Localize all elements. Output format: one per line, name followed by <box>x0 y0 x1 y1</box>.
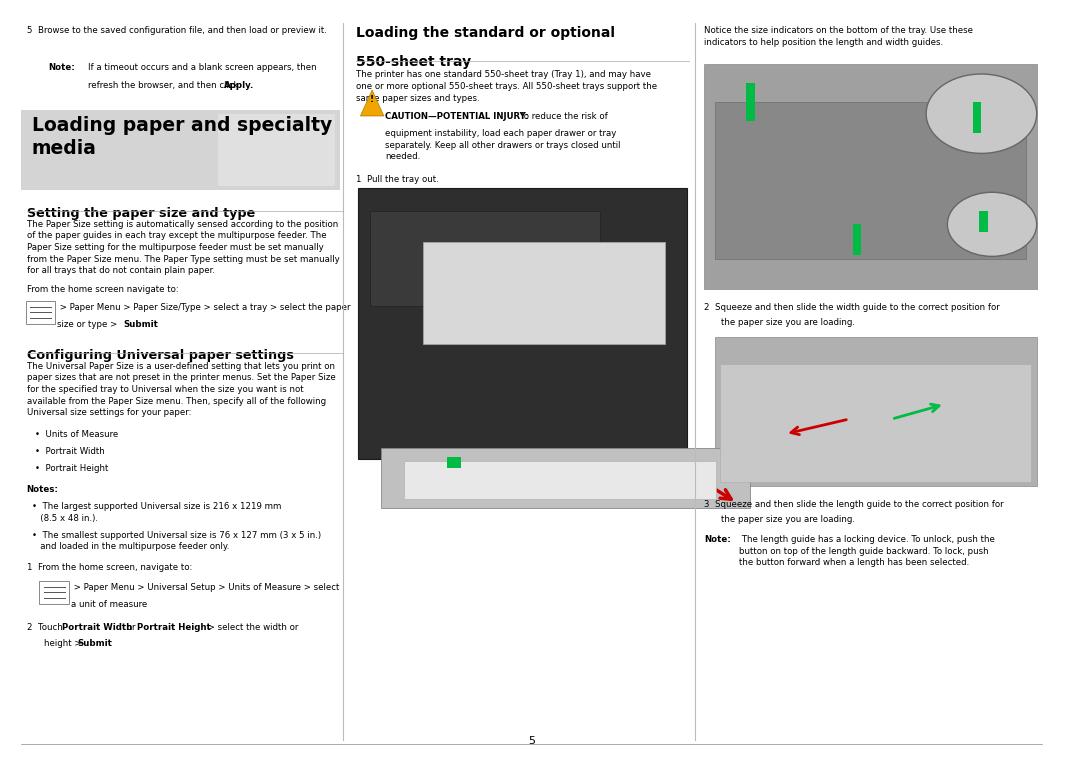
Text: equipment instability, load each paper drawer or tray
separately. Keep all other: equipment instability, load each paper d… <box>384 129 620 161</box>
FancyBboxPatch shape <box>359 188 687 459</box>
Text: a unit of measure: a unit of measure <box>71 600 148 609</box>
Text: Notes:: Notes: <box>27 485 58 494</box>
Text: If a timeout occurs and a blank screen appears, then: If a timeout occurs and a blank screen a… <box>89 63 316 72</box>
Text: size or type >: size or type > <box>57 320 120 329</box>
FancyBboxPatch shape <box>39 581 69 604</box>
Text: height >: height > <box>43 639 84 649</box>
FancyBboxPatch shape <box>704 64 1037 289</box>
Text: The printer has one standard 550-sheet tray (Tray 1), and may have
one or more o: The printer has one standard 550-sheet t… <box>356 70 658 102</box>
Text: 2  Touch: 2 Touch <box>27 623 65 632</box>
Text: 3  Squeeze and then slide the length guide to the correct position for: 3 Squeeze and then slide the length guid… <box>704 500 1003 509</box>
Text: •  The largest supported Universal size is 216 x 1219 mm
   (8.5 x 48 in.).: • The largest supported Universal size i… <box>32 502 281 523</box>
Text: the paper size you are loading.: the paper size you are loading. <box>721 318 855 327</box>
FancyBboxPatch shape <box>404 461 716 499</box>
Text: Loading the standard or optional: Loading the standard or optional <box>356 26 616 40</box>
FancyBboxPatch shape <box>423 242 664 344</box>
Text: 2  Squeeze and then slide the width guide to the correct position for: 2 Squeeze and then slide the width guide… <box>704 303 1000 312</box>
FancyBboxPatch shape <box>720 364 1031 482</box>
Text: Notice the size indicators on the bottom of the tray. Use these
indicators to he: Notice the size indicators on the bottom… <box>704 26 973 47</box>
Text: CAUTION—POTENTIAL INJURY:: CAUTION—POTENTIAL INJURY: <box>384 112 531 121</box>
FancyBboxPatch shape <box>853 224 861 255</box>
Text: or: or <box>124 623 138 632</box>
Text: 1  Pull the tray out.: 1 Pull the tray out. <box>356 175 438 184</box>
Text: the paper size you are loading.: the paper size you are loading. <box>721 515 855 524</box>
FancyBboxPatch shape <box>715 337 1037 486</box>
Text: Configuring Universal paper settings: Configuring Universal paper settings <box>27 349 294 362</box>
Text: Setting the paper size and type: Setting the paper size and type <box>27 207 255 220</box>
Text: !: ! <box>370 95 374 104</box>
Text: 550-sheet tray: 550-sheet tray <box>356 55 471 69</box>
Text: Portrait Width: Portrait Width <box>62 623 132 632</box>
Text: The Paper Size setting is automatically sensed according to the position
of the : The Paper Size setting is automatically … <box>27 220 339 275</box>
Text: > select the width or: > select the width or <box>205 623 298 632</box>
Text: •  Portrait Width: • Portrait Width <box>35 447 105 456</box>
FancyBboxPatch shape <box>980 211 988 232</box>
Text: •  Portrait Height: • Portrait Height <box>35 464 108 473</box>
Text: refresh the browser, and then click: refresh the browser, and then click <box>89 81 242 90</box>
Text: To reduce the risk of: To reduce the risk of <box>519 112 608 121</box>
Text: The length guide has a locking device. To unlock, push the
button on top of the : The length guide has a locking device. T… <box>739 535 995 567</box>
Text: Loading paper and specialty
media: Loading paper and specialty media <box>32 116 333 159</box>
Text: Note:: Note: <box>48 63 75 72</box>
Circle shape <box>927 74 1037 153</box>
Polygon shape <box>361 90 383 116</box>
FancyBboxPatch shape <box>380 448 750 508</box>
Text: Submit: Submit <box>123 320 158 329</box>
Text: Apply.: Apply. <box>225 81 255 90</box>
Text: Note:: Note: <box>704 535 731 544</box>
FancyBboxPatch shape <box>22 110 340 190</box>
Text: Submit: Submit <box>78 639 112 649</box>
FancyBboxPatch shape <box>715 102 1026 259</box>
Text: > Paper Menu > Paper Size/Type > select a tray > select the paper: > Paper Menu > Paper Size/Type > select … <box>57 303 351 312</box>
Text: 5: 5 <box>528 736 536 746</box>
Text: Portrait Height: Portrait Height <box>137 623 211 632</box>
Text: •  Units of Measure: • Units of Measure <box>35 430 119 439</box>
Text: > Paper Menu > Universal Setup > Units of Measure > select: > Paper Menu > Universal Setup > Units o… <box>71 583 339 592</box>
Text: 5  Browse to the saved configuration file, and then load or preview it.: 5 Browse to the saved configuration file… <box>27 26 326 35</box>
FancyBboxPatch shape <box>446 457 461 468</box>
FancyBboxPatch shape <box>26 301 55 324</box>
Text: 1  From the home screen, navigate to:: 1 From the home screen, navigate to: <box>27 563 192 572</box>
Circle shape <box>947 192 1037 256</box>
FancyBboxPatch shape <box>370 211 599 306</box>
FancyBboxPatch shape <box>218 114 335 186</box>
FancyBboxPatch shape <box>973 102 982 133</box>
FancyBboxPatch shape <box>746 83 755 121</box>
Text: •  The smallest supported Universal size is 76 x 127 mm (3 x 5 in.)
   and loade: • The smallest supported Universal size … <box>32 531 321 552</box>
Text: The Universal Paper Size is a user-defined setting that lets you print on
paper : The Universal Paper Size is a user-defin… <box>27 362 335 417</box>
Text: From the home screen navigate to:: From the home screen navigate to: <box>27 285 178 294</box>
